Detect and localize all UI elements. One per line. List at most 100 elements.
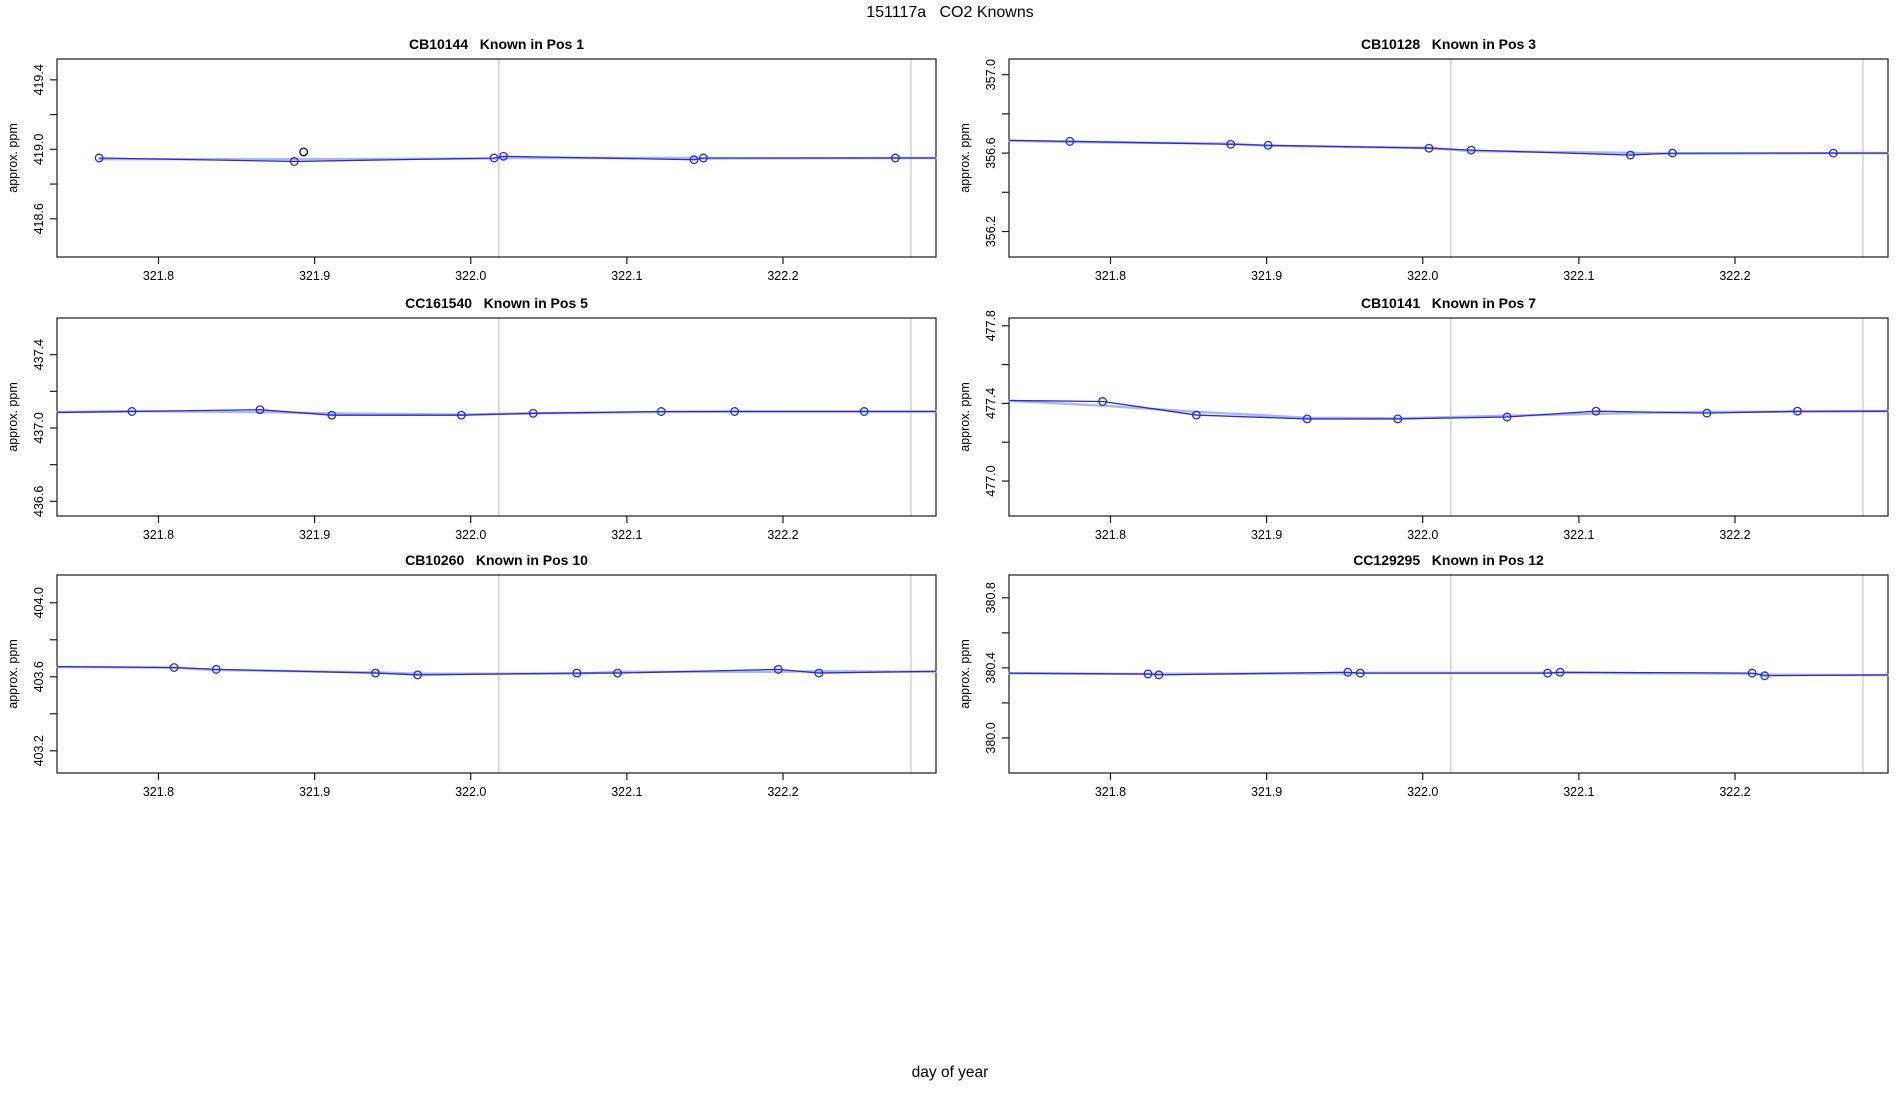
data-point <box>1555 667 1565 677</box>
data-point <box>456 410 466 420</box>
y-tick-label: 437.0 <box>32 412 46 443</box>
y-axis-title: approx. ppm <box>958 382 972 451</box>
data-point <box>572 668 582 678</box>
data-point <box>1591 406 1601 416</box>
data-point <box>1625 150 1635 160</box>
outlier-point <box>299 147 309 157</box>
y-tick-label: 436.6 <box>32 486 46 517</box>
x-tick-label: 322.2 <box>767 785 798 799</box>
x-tick-label: 322.0 <box>455 528 486 542</box>
data-point <box>528 408 538 418</box>
data-point <box>289 157 299 166</box>
x-tick-label: 322.1 <box>1563 785 1594 799</box>
data-point <box>613 668 622 678</box>
y-tick-label: 477.0 <box>984 465 998 496</box>
x-tick-label: 321.9 <box>1251 269 1282 283</box>
data-point <box>730 407 740 416</box>
data-point <box>698 153 708 163</box>
x-tick-label: 322.1 <box>611 269 642 283</box>
data-point <box>1154 670 1164 680</box>
subplot-title: CB10141 Known in Pos 7 <box>1360 295 1537 311</box>
x-tick-label: 322.2 <box>1719 528 1750 542</box>
data-point <box>255 405 265 415</box>
data-point <box>94 153 104 163</box>
y-tick-label: 357.0 <box>984 59 998 90</box>
data-point <box>1065 136 1075 146</box>
x-tick-label: 321.8 <box>143 785 174 799</box>
x-tick-label: 322.1 <box>1563 528 1594 542</box>
y-tick-label: 380.4 <box>984 652 998 683</box>
x-axis-title: day of year <box>911 1064 989 1081</box>
data-point <box>1226 139 1236 149</box>
data-point <box>1302 414 1312 424</box>
y-tick-label: 419.0 <box>32 134 46 165</box>
data-point <box>211 664 221 674</box>
plot-area: 321.8 321.9 322.0 322.1 322.2 418.6 419.0 419.4… <box>6 58 938 283</box>
x-tick-label: 322.0 <box>1407 785 1438 799</box>
data-point <box>1466 145 1476 155</box>
x-tick-label: 322.2 <box>1719 785 1750 799</box>
data-point <box>1424 143 1434 153</box>
subplot-title: CC161540 Known in Pos 5 <box>405 295 588 311</box>
y-tick-label: 380.8 <box>984 582 998 613</box>
subplot-title: CC129295 Known in Pos 12 <box>1353 552 1544 568</box>
x-tick-label: 321.9 <box>1251 785 1282 799</box>
x-tick-label: 321.8 <box>1095 269 1126 283</box>
data-point <box>1828 148 1838 158</box>
plot-box <box>1008 58 1889 258</box>
plot-area: 321.8 321.9 322.0 322.1 322.2 403.2 403.6 404.0… <box>6 574 938 799</box>
plot-box <box>1008 317 1889 517</box>
data-point <box>773 664 783 674</box>
x-tick-label: 321.8 <box>1095 528 1126 542</box>
data-point <box>814 668 824 678</box>
x-tick-label: 322.2 <box>767 269 798 283</box>
data-line <box>56 409 936 416</box>
plot-area: 321.8 321.9 322.0 322.1 322.2 477.0 477.4 477.8… <box>958 310 1890 542</box>
data-point <box>1502 412 1512 422</box>
data-point <box>1355 668 1365 678</box>
y-tick-label: 356.2 <box>984 216 998 247</box>
x-tick-label: 322.1 <box>611 785 642 799</box>
y-axis-title: approx. ppm <box>6 639 20 708</box>
y-tick-label: 403.2 <box>32 735 46 766</box>
data-point <box>1143 669 1153 679</box>
x-tick-label: 321.8 <box>143 528 174 542</box>
data-point <box>1668 148 1677 158</box>
y-tick-label: 418.6 <box>32 203 46 234</box>
data-point <box>1343 667 1353 677</box>
smooth-line <box>1007 399 1890 420</box>
plot-area: 321.8 321.9 322.0 322.1 322.2 436.6 437.0 437.4… <box>6 317 938 542</box>
plot-box <box>56 317 937 517</box>
y-tick-label: 380.0 <box>984 722 998 753</box>
y-tick-label: 356.6 <box>984 137 998 168</box>
data-line <box>1008 671 1889 677</box>
data-point <box>1098 397 1108 406</box>
y-tick-label: 404.0 <box>32 587 46 618</box>
y-axis-title: approx. ppm <box>6 382 20 451</box>
data-point <box>890 153 900 163</box>
data-line <box>56 665 937 676</box>
plot-box <box>56 574 937 774</box>
data-line <box>1008 139 1888 156</box>
x-tick-label: 322.0 <box>455 785 486 799</box>
data-line <box>99 155 936 163</box>
x-tick-label: 321.9 <box>299 528 330 542</box>
subplot-title: CB10144 Known in Pos 1 <box>408 36 585 52</box>
data-point <box>1263 140 1273 150</box>
data-line <box>1008 399 1888 420</box>
data-point <box>127 407 137 416</box>
data-point <box>371 668 380 678</box>
data-point <box>1702 408 1712 418</box>
data-point <box>689 155 699 165</box>
data-point <box>1543 668 1553 678</box>
data-point <box>413 670 423 680</box>
data-point <box>1760 671 1770 681</box>
data-point <box>489 153 499 163</box>
data-point <box>169 663 179 672</box>
x-tick-label: 321.9 <box>299 269 330 283</box>
data-point <box>656 407 666 416</box>
y-tick-label: 419.4 <box>32 64 46 95</box>
x-tick-label: 322.2 <box>767 528 798 542</box>
x-tick-label: 322.1 <box>611 528 642 542</box>
